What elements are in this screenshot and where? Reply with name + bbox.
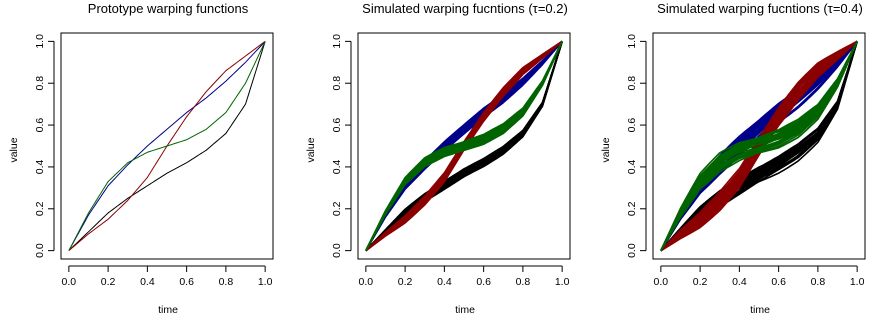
x-tick-label: 0.4 [732,276,747,288]
x-tick-label: 0.6 [476,276,491,288]
x-tick-label: 0.4 [140,276,155,288]
y-tick-label: 1.0 [626,34,638,49]
panel-2-marks: 0.0 0.2 0.4 0.6 0.8 1.0 0.0 0.2 0.4 0.6 0.8 1.0 [331,32,571,288]
y-tick-label: 0.2 [331,201,343,216]
x-tick-label: 0.2 [693,276,708,288]
panel-1-xlabel: time [158,304,178,316]
y-tick-label: 0.8 [34,76,46,91]
panel-1-ylabel: value [8,137,20,162]
y-tick-label: 0.8 [331,76,343,91]
panel-3-y-axis: 0.0 0.2 0.4 0.6 0.8 1.0 [626,34,647,258]
panel-3-ylabel: value [600,137,612,162]
panel-1-y-axis: 0.0 0.2 0.4 0.6 0.8 1.0 [34,34,55,258]
x-tick-label: 0.0 [654,276,669,288]
panel-2-curves [365,40,563,252]
y-tick-label: 0.4 [626,159,638,174]
series-line-1 [68,41,266,251]
series-line-4-sample-30 [660,41,858,251]
x-tick-label: 0.6 [179,276,194,288]
panel-3-marks: 0.0 0.2 0.4 0.6 0.8 1.0 0.0 0.2 0.4 0.6 0.8 1.0 [626,32,866,288]
panel-2-ylabel: value [305,137,317,162]
panel-2-title: Simulated warping fucntions (τ=0.2) [362,1,568,16]
x-tick-label: 1.0 [555,276,570,288]
series-line-4-sample-30 [365,41,563,252]
panel-2-x-axis: 0.0 0.2 0.4 0.6 0.8 1.0 [359,265,570,288]
panel-3: Simulated warping fucntions (τ=0.4) time… [600,1,866,316]
panel-1-x-axis: 0.0 0.2 0.4 0.6 0.8 1.0 [62,265,273,288]
y-tick-label: 1.0 [34,34,46,49]
x-tick-label: 1.0 [850,276,865,288]
x-tick-label: 0.0 [62,276,77,288]
series-line-2 [68,41,266,251]
series-line-4 [68,41,266,251]
panel-2-xlabel: time [455,304,475,316]
x-tick-label: 1.0 [258,276,273,288]
y-tick-label: 0.6 [34,118,46,133]
x-tick-label: 0.2 [398,276,413,288]
panel-3-plot-frame [652,32,866,260]
series-line-2-sample-30 [660,40,858,252]
panel-3-curves [660,40,858,252]
x-tick-label: 0.8 [811,276,826,288]
x-tick-label: 0.2 [101,276,116,288]
panel-1-title: Prototype warping functions [88,1,249,16]
y-tick-label: 0.6 [626,118,638,133]
y-tick-label: 0.4 [331,159,343,174]
panel-1: Prototype warping functions time value 0… [8,1,274,316]
y-tick-label: 0.0 [34,243,46,258]
panel-1-curves [68,40,266,252]
y-tick-label: 0.2 [34,201,46,216]
panel-2-y-axis: 0.0 0.2 0.4 0.6 0.8 1.0 [331,34,352,258]
y-tick-label: 0.6 [331,118,343,133]
y-tick-label: 0.0 [331,243,343,258]
x-tick-label: 0.4 [437,276,452,288]
y-tick-label: 0.8 [626,76,638,91]
panel-3-x-axis: 0.0 0.2 0.4 0.6 0.8 1.0 [654,265,865,288]
panel-3-title: Simulated warping fucntions (τ=0.4) [657,1,863,16]
panel-2-plot-frame [357,32,571,260]
x-tick-label: 0.6 [771,276,786,288]
series-line-2-sample-28 [365,40,563,252]
x-tick-label: 0.8 [219,276,234,288]
x-tick-label: 0.8 [516,276,531,288]
y-tick-label: 0.0 [626,243,638,258]
panel-2: Simulated warping fucntions (τ=0.2) time… [305,1,571,316]
y-tick-label: 0.4 [34,159,46,174]
series-line-4-sample-29 [365,41,563,251]
x-tick-label: 0.0 [359,276,374,288]
panel-3-xlabel: time [750,304,770,316]
y-tick-label: 0.2 [626,201,638,216]
panel-1-plot-frame [60,32,274,260]
y-tick-label: 1.0 [331,34,343,49]
panel-1-marks: 0.0 0.2 0.4 0.6 0.8 1.0 0.0 0.2 0.4 0.6 0.8 1.0 [34,32,274,288]
